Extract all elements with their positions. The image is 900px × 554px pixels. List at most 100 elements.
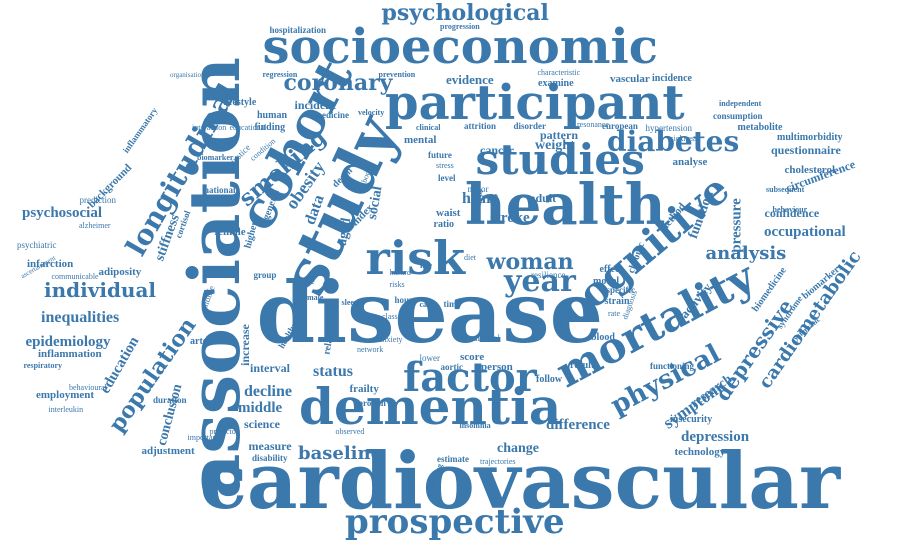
word-behavioural: behavioural bbox=[69, 383, 107, 392]
word-vascular: vascular bbox=[610, 72, 650, 85]
word-resilience: resilience bbox=[531, 269, 566, 280]
word-disorder: disorder bbox=[513, 120, 547, 131]
word-sickness: sickness bbox=[670, 134, 698, 143]
word-adiposity: adiposity bbox=[98, 265, 142, 278]
word-hazard: hazard bbox=[389, 268, 411, 277]
word-progression: progression bbox=[440, 22, 480, 31]
word-science: science bbox=[244, 417, 280, 431]
word-heart: heart bbox=[462, 190, 499, 207]
word-prospective: prospective bbox=[345, 502, 565, 542]
word-change: change bbox=[497, 441, 539, 456]
word-interleukin: interleukin bbox=[48, 405, 84, 414]
word-velocity: velocity bbox=[358, 108, 385, 117]
word-wave: wave bbox=[295, 275, 315, 286]
word-insecurity: insecurity bbox=[670, 414, 713, 425]
word-care: care bbox=[419, 300, 435, 309]
word-interval: interval bbox=[250, 361, 290, 375]
word-sleep: sleep bbox=[341, 298, 359, 307]
word-cardiovascular: cardiovascular bbox=[199, 436, 841, 527]
word-incidence: incidence bbox=[652, 73, 692, 84]
word-confidence: confidence bbox=[764, 206, 820, 220]
word-person: person bbox=[481, 360, 513, 373]
word-mental: mental bbox=[404, 133, 437, 146]
word-risks: risks bbox=[389, 280, 405, 289]
word-weight: weight bbox=[535, 138, 575, 153]
word-resonance: resonance bbox=[577, 120, 609, 129]
word-follow: follow bbox=[536, 374, 563, 385]
word-factor: factor bbox=[403, 354, 537, 401]
word-dementia: dementia bbox=[299, 377, 562, 436]
word-technology: technology bbox=[674, 445, 726, 458]
word-subsequent: subsequent bbox=[766, 185, 805, 194]
word-major: major bbox=[467, 183, 489, 194]
word-blood: blood bbox=[591, 332, 615, 343]
word-socioeconomic: socioeconomic bbox=[262, 19, 658, 75]
word-cancer: cancer bbox=[480, 143, 514, 157]
word-epidemiology: epidemiology bbox=[25, 333, 111, 350]
word-biomarker: biomarker bbox=[197, 153, 234, 162]
word-baseline: baseline bbox=[298, 443, 383, 464]
word-status: status bbox=[313, 363, 354, 380]
word-regression: regression bbox=[262, 70, 298, 79]
word-examine: examine bbox=[538, 78, 574, 89]
word-important: important bbox=[187, 433, 219, 442]
word-model: model bbox=[593, 276, 620, 287]
word-female: female bbox=[214, 225, 246, 238]
word-life: life bbox=[420, 259, 432, 270]
word-hospitalization: hospitalization bbox=[269, 24, 327, 35]
word-analysis: analysis bbox=[705, 243, 787, 264]
word-disease: disease bbox=[256, 263, 604, 362]
word-multimorbidity: multimorbidity bbox=[777, 132, 843, 143]
word-employment: employment bbox=[36, 388, 95, 401]
word-duration: duration bbox=[153, 394, 187, 405]
word-prediction: prediction bbox=[79, 194, 117, 205]
word-stress: stress bbox=[436, 161, 454, 170]
word-strain: strain bbox=[604, 296, 630, 307]
word-ratio: ratio bbox=[433, 219, 455, 230]
word-risk: risk bbox=[365, 231, 465, 285]
word-lower: lower bbox=[419, 352, 441, 363]
word-rate: rate bbox=[608, 309, 620, 318]
word-adjustment: adjustment bbox=[141, 444, 195, 457]
word-health: health bbox=[465, 172, 666, 238]
word-evidence: evidence bbox=[446, 71, 494, 87]
word-psychiatric: psychiatric bbox=[17, 239, 57, 250]
word-stroke: stroke bbox=[490, 209, 530, 226]
word-behaviour: behaviour bbox=[772, 205, 808, 214]
word-frailty: frailty bbox=[349, 382, 379, 395]
word-hypertension: hypertension bbox=[645, 122, 693, 133]
word-attrition: attrition bbox=[464, 120, 496, 131]
word-woman: woman bbox=[486, 249, 574, 275]
word-group: group bbox=[253, 269, 277, 280]
word-medicine: medicine bbox=[314, 109, 350, 120]
word-finding: finding bbox=[254, 122, 286, 133]
word-adult: adult bbox=[529, 191, 557, 205]
word-network: network bbox=[357, 345, 384, 354]
word-alcohol: alcohol bbox=[473, 332, 501, 343]
word-participant: participant bbox=[385, 75, 685, 131]
word-trajectories: trajectories bbox=[480, 457, 516, 466]
word-decline: decline bbox=[244, 383, 292, 400]
word-questionnaire: questionnaire bbox=[771, 143, 841, 157]
word-characteristic: characteristic bbox=[537, 68, 581, 77]
word-inflammatory: inflammatory bbox=[120, 105, 159, 155]
word-occupational: occupational bbox=[764, 223, 846, 240]
word-measure: measure bbox=[248, 439, 292, 453]
word-organisational: organisational bbox=[170, 70, 210, 79]
word-consumption: consumption bbox=[713, 110, 763, 121]
word-individual: individual bbox=[44, 278, 157, 302]
word-studies: studies bbox=[475, 135, 645, 184]
word-hour: hour bbox=[394, 294, 414, 305]
word-communicable: communicable bbox=[51, 272, 99, 281]
word-inflammation: inflammation bbox=[38, 347, 102, 360]
word-psychological: psychological bbox=[381, 0, 549, 26]
word-anxiety: anxiety bbox=[379, 335, 403, 344]
word-insomnia: insomnia bbox=[459, 421, 491, 430]
word-metabolite: metabolite bbox=[737, 122, 783, 133]
word-independent: independent bbox=[719, 99, 762, 108]
word-class: class bbox=[382, 312, 398, 321]
word-lifestyle: lifestyle bbox=[223, 97, 257, 108]
word-disability: disability bbox=[252, 452, 288, 463]
word-aortic: aortic bbox=[440, 361, 464, 372]
